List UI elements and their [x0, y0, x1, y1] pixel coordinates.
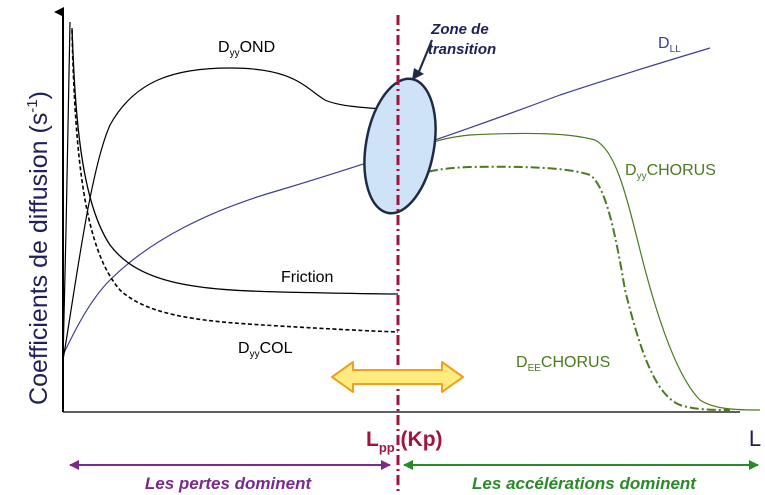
zone-transition-label: Zone de transition — [428, 21, 496, 58]
dyy-ond-curve — [62, 67, 399, 361]
transition-zone-ellipse — [363, 77, 437, 215]
x-axis-label: L — [749, 426, 761, 451]
dyy-chorus-curve — [397, 132, 761, 411]
y-axis-label: Coefficients de diffusion (s-1) — [24, 91, 53, 405]
losses-label: Les pertes dominent — [145, 474, 313, 493]
label-dyy-chorus: DyyCHORUS — [625, 162, 716, 182]
friction-curve — [71, 27, 399, 295]
lpp-label: Lpp (Kp) — [366, 428, 443, 455]
dll-curve — [62, 47, 711, 356]
label-dll: DLL — [658, 35, 681, 55]
label-friction: Friction — [281, 269, 333, 286]
label-dyy-ond: DyyOND — [218, 39, 275, 59]
transition-double-arrow — [331, 361, 464, 393]
label-dee-chorus: DEECHORUS — [516, 354, 610, 374]
spike-curve — [62, 21, 71, 361]
label-dyy-col: DyyCOL — [238, 340, 293, 360]
zone-pointer-arrow — [416, 39, 434, 75]
zone-pointer-head — [412, 68, 424, 80]
accelerations-label: Les accélérations dominent — [472, 474, 697, 493]
dyy-col-curve — [71, 29, 399, 333]
dee-chorus-curve — [397, 165, 731, 411]
